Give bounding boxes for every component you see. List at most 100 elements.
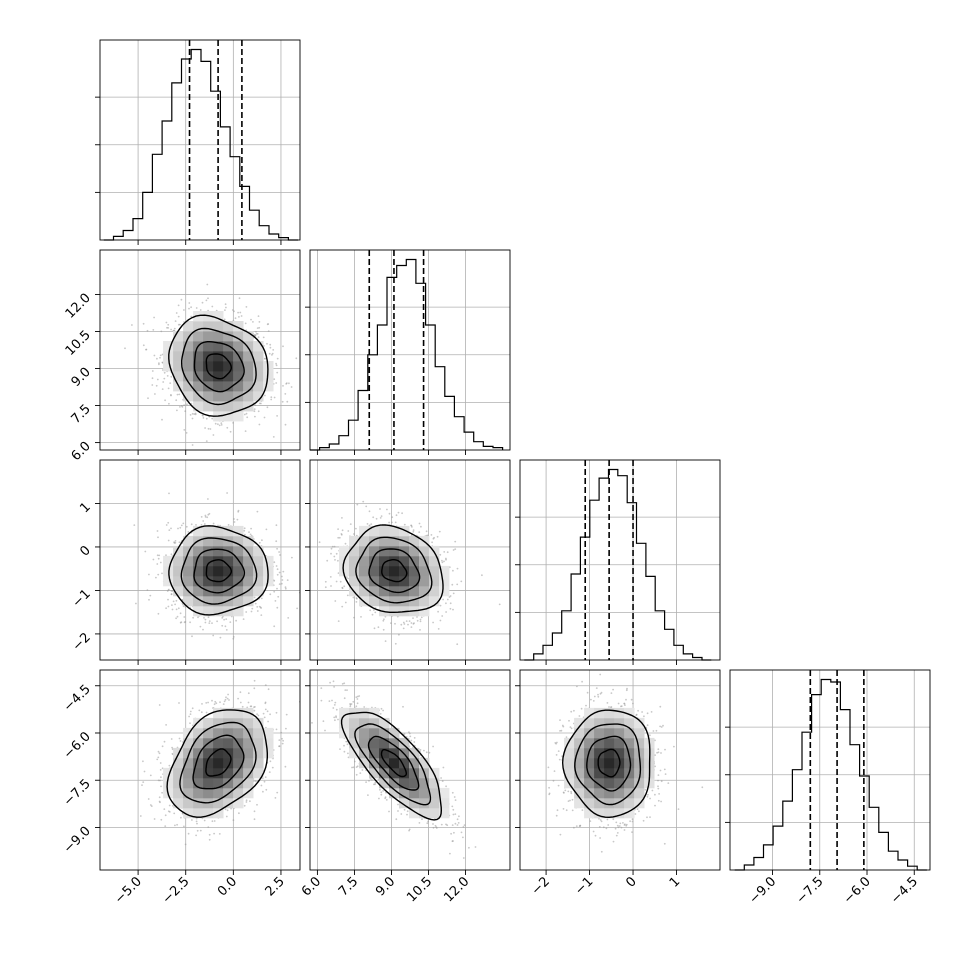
scatter-point — [355, 597, 358, 599]
scatter-point — [269, 346, 272, 349]
scatter-point — [211, 417, 214, 420]
scatter-point — [189, 414, 192, 416]
scatter-point — [369, 609, 372, 612]
density-cell — [223, 565, 234, 577]
density-cell — [243, 565, 254, 577]
scatter-point — [276, 415, 278, 417]
density-cell — [183, 555, 194, 567]
scatter-point — [452, 608, 454, 611]
scatter-point — [199, 625, 202, 628]
scatter-point — [255, 330, 257, 333]
scatter-point — [233, 521, 236, 523]
scatter-point — [273, 378, 276, 381]
scatter-point — [211, 305, 214, 308]
scatter-point — [382, 619, 385, 622]
scatter-point — [261, 539, 263, 542]
scatter-point — [343, 585, 346, 588]
scatter-point — [164, 399, 167, 402]
density-cell — [173, 585, 184, 597]
scatter-point — [133, 524, 136, 526]
scatter-point — [219, 636, 222, 639]
scatter-point — [170, 527, 172, 530]
density-cell — [203, 321, 214, 332]
density-cell — [173, 575, 184, 587]
scatter-point — [329, 576, 332, 578]
scatter-point — [410, 626, 413, 628]
scatter-point — [205, 299, 208, 302]
density-cell — [243, 361, 254, 372]
scatter-point — [275, 364, 278, 367]
scatter-point — [337, 559, 339, 562]
scatter-point — [156, 357, 158, 360]
scatter-point — [207, 616, 210, 619]
scatter-point — [449, 602, 452, 605]
scatter-point — [253, 408, 256, 410]
scatter-point — [165, 524, 168, 526]
scatter-point — [178, 541, 181, 544]
scatter-point — [271, 352, 274, 355]
scatter-point — [410, 622, 413, 624]
scatter-point — [157, 573, 160, 576]
scatter-point — [151, 370, 154, 372]
scatter-point — [416, 619, 419, 622]
scatter-point — [231, 309, 234, 311]
scatter-point — [147, 397, 149, 400]
scatter-point — [200, 524, 203, 526]
density-cell — [183, 341, 194, 352]
scatter-point — [174, 540, 177, 542]
scatter-point — [170, 328, 173, 331]
density-cell — [213, 381, 224, 392]
scatter-point — [166, 375, 169, 377]
density-cell — [183, 565, 194, 577]
scatter-point — [212, 522, 215, 525]
scatter-point — [153, 316, 156, 319]
scatter-point — [180, 405, 183, 407]
contours — [168, 525, 269, 616]
scatter-point — [425, 530, 428, 533]
scatter-point — [266, 323, 269, 326]
density-cell — [233, 595, 244, 607]
density-cell — [243, 351, 254, 362]
scatter-point — [431, 541, 433, 544]
scatter-point — [445, 611, 447, 613]
scatter-point — [372, 516, 375, 519]
density-cell — [203, 525, 214, 537]
scatter-point — [167, 327, 170, 329]
scatter-point — [370, 523, 373, 525]
scatter-point — [221, 624, 224, 627]
scatter-point — [238, 297, 241, 300]
scatter-point — [273, 396, 276, 399]
contour-level-0 — [205, 353, 233, 380]
scatter-point — [173, 327, 176, 330]
scatter-point — [353, 616, 355, 619]
scatter-point — [275, 565, 278, 567]
density-cell — [183, 575, 194, 587]
scatter-point — [167, 387, 170, 390]
scatter-point — [275, 382, 278, 384]
scatter-point — [167, 605, 170, 608]
density-cell — [193, 575, 204, 587]
scatter-point — [170, 394, 172, 396]
scatter-point — [162, 381, 165, 383]
contour-level-1 — [193, 548, 246, 594]
scatter-point — [379, 508, 381, 510]
scatter-point — [262, 336, 265, 339]
scatter-point — [152, 558, 155, 561]
scatter-point — [223, 618, 226, 621]
density-cell — [183, 391, 194, 402]
scatter-point — [188, 307, 190, 310]
scatter-point — [232, 422, 235, 424]
scatter-panel-0-1: 6.07.59.010.512.0 — [63, 249, 301, 464]
scatter-point — [253, 596, 256, 599]
scatter-point — [258, 321, 261, 323]
scatter-point — [168, 529, 171, 531]
scatter-point — [157, 536, 159, 539]
scatter-point — [203, 461, 205, 463]
contour-level-2 — [181, 327, 257, 406]
density-cell — [213, 585, 224, 597]
density-cell — [253, 555, 264, 567]
scatter-point — [416, 616, 418, 618]
scatter-point — [426, 534, 429, 537]
scatter-point — [245, 611, 248, 613]
scatter-point — [155, 384, 158, 387]
